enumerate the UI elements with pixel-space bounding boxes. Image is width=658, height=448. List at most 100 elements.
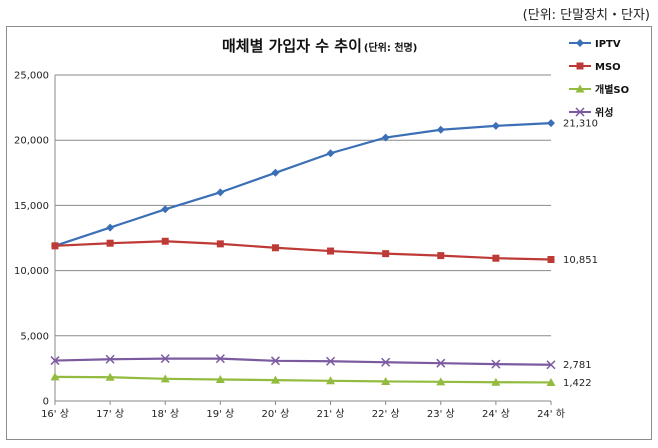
x-tick-label: 18' 상 xyxy=(151,408,179,420)
series-layer: 21,310 10,851 1,422 2,781 xyxy=(50,119,598,389)
series-line xyxy=(54,240,552,261)
square-marker xyxy=(51,242,59,250)
x-tick-label: 17' 상 xyxy=(96,408,124,420)
series-line xyxy=(54,375,552,384)
y-tick-label: 10,000 xyxy=(14,266,49,277)
legend-item: 개별SO xyxy=(569,83,629,96)
x-tick-label: 24' 하 xyxy=(537,407,565,420)
x-marker xyxy=(575,107,585,117)
diamond-marker xyxy=(436,125,445,134)
y-tick-label: 5,000 xyxy=(20,331,49,342)
diamond-marker xyxy=(216,188,225,197)
series-line xyxy=(54,122,552,247)
subscriber-trend-chart: 매체별 가입자 수 추이 (단위: 천명) 05,00010,00015,0002… xyxy=(14,37,629,421)
triangle-marker xyxy=(326,376,336,385)
series-위성: 2,781 xyxy=(50,354,592,371)
square-marker xyxy=(576,62,584,70)
x-marker-stroke xyxy=(546,360,556,370)
x-marker xyxy=(381,357,391,367)
x-marker-stroke xyxy=(381,357,391,367)
x-marker-stroke xyxy=(215,354,225,364)
x-tick-label: 19' 상 xyxy=(206,408,234,420)
diamond-marker xyxy=(381,133,390,142)
diamond-marker xyxy=(271,168,280,177)
square-marker xyxy=(327,247,335,255)
unit-note: (단위: 단말장치・단자) xyxy=(522,8,650,23)
x-tick-label: 20' 상 xyxy=(262,408,290,420)
y-tick-label: 0 xyxy=(43,397,49,408)
triangle-marker xyxy=(546,377,556,386)
square-marker xyxy=(106,239,114,247)
x-tick-label: 23' 상 xyxy=(427,408,455,420)
series-개별SO: 1,422 xyxy=(50,372,592,389)
legend-label: IPTV xyxy=(595,39,621,50)
x-marker-stroke xyxy=(270,356,280,366)
triangle-marker xyxy=(105,372,115,381)
x-marker xyxy=(326,356,336,366)
x-tick-label: 21' 상 xyxy=(317,408,345,420)
diamond-marker xyxy=(326,149,335,158)
series-line xyxy=(54,357,552,366)
diamond-marker xyxy=(161,205,170,214)
diamond-marker xyxy=(106,223,115,232)
x-marker xyxy=(50,356,60,366)
series-MSO: 10,851 xyxy=(51,237,598,266)
chart-title: 매체별 가입자 수 추이 (단위: 천명) xyxy=(222,37,417,55)
x-marker-stroke xyxy=(105,354,115,364)
triangle-marker xyxy=(160,374,170,383)
chart-title-unit: (단위: 천명) xyxy=(364,41,417,54)
chart-frame: 매체별 가입자 수 추이 (단위: 천명) 0 5,000 10,000 15,000 2… xyxy=(6,26,652,440)
square-marker xyxy=(161,237,169,245)
x-tick-label: 22' 상 xyxy=(372,408,400,420)
diamond-marker xyxy=(576,39,584,47)
triangle-marker xyxy=(50,372,60,381)
x-marker-stroke xyxy=(326,356,336,366)
x-tick-label: 24' 상 xyxy=(482,408,510,420)
legend-item: IPTV xyxy=(569,39,621,50)
square-marker xyxy=(547,256,555,264)
x-marker xyxy=(270,356,280,366)
end-value-label: 21,310 xyxy=(563,119,598,130)
triangle-marker xyxy=(215,374,225,383)
triangle-marker xyxy=(575,84,585,93)
x-tick-label: 16' 상 xyxy=(41,408,69,420)
square-marker xyxy=(271,244,279,252)
triangle-marker xyxy=(270,375,280,384)
legend-item: MSO xyxy=(569,62,621,73)
x-marker xyxy=(436,358,446,368)
grid-lines xyxy=(55,74,551,402)
axes: 0 5,000 10,000 15,000 20,000 25,000 16' 상 17' 상… xyxy=(14,71,565,421)
end-value-label: 2,781 xyxy=(563,360,592,371)
x-marker xyxy=(215,354,225,364)
y-tick-label: 15,000 xyxy=(14,201,49,212)
triangle-marker xyxy=(436,377,446,386)
chart-title-main: 매체별 가입자 수 추이 xyxy=(222,37,362,55)
square-marker xyxy=(382,250,390,258)
legend: IPTV MSO 개별SO 위성 xyxy=(569,39,629,119)
end-value-label: 1,422 xyxy=(563,378,592,389)
series-IPTV: 21,310 xyxy=(51,119,598,250)
triangle-marker xyxy=(381,376,391,385)
square-marker xyxy=(492,254,500,262)
square-marker xyxy=(216,240,224,248)
diamond-marker xyxy=(491,121,500,130)
legend-item: 위성 xyxy=(569,106,613,119)
diamond-marker xyxy=(547,119,555,128)
x-marker xyxy=(105,354,115,364)
y-tick-label: 25,000 xyxy=(14,71,49,82)
legend-label: 개별SO xyxy=(595,83,629,96)
x-marker-stroke xyxy=(575,107,585,117)
legend-label: MSO xyxy=(595,62,621,73)
legend-label: 위성 xyxy=(595,106,613,119)
x-marker xyxy=(546,360,556,370)
x-marker-stroke xyxy=(50,356,60,366)
x-marker-stroke xyxy=(160,354,170,364)
triangle-marker xyxy=(491,377,501,386)
y-tick-label: 20,000 xyxy=(14,136,49,147)
end-value-label: 10,851 xyxy=(563,255,598,266)
x-marker-stroke xyxy=(436,358,446,368)
square-marker xyxy=(437,252,445,260)
x-marker xyxy=(160,354,170,364)
x-marker-stroke xyxy=(491,359,501,369)
x-marker xyxy=(491,359,501,369)
